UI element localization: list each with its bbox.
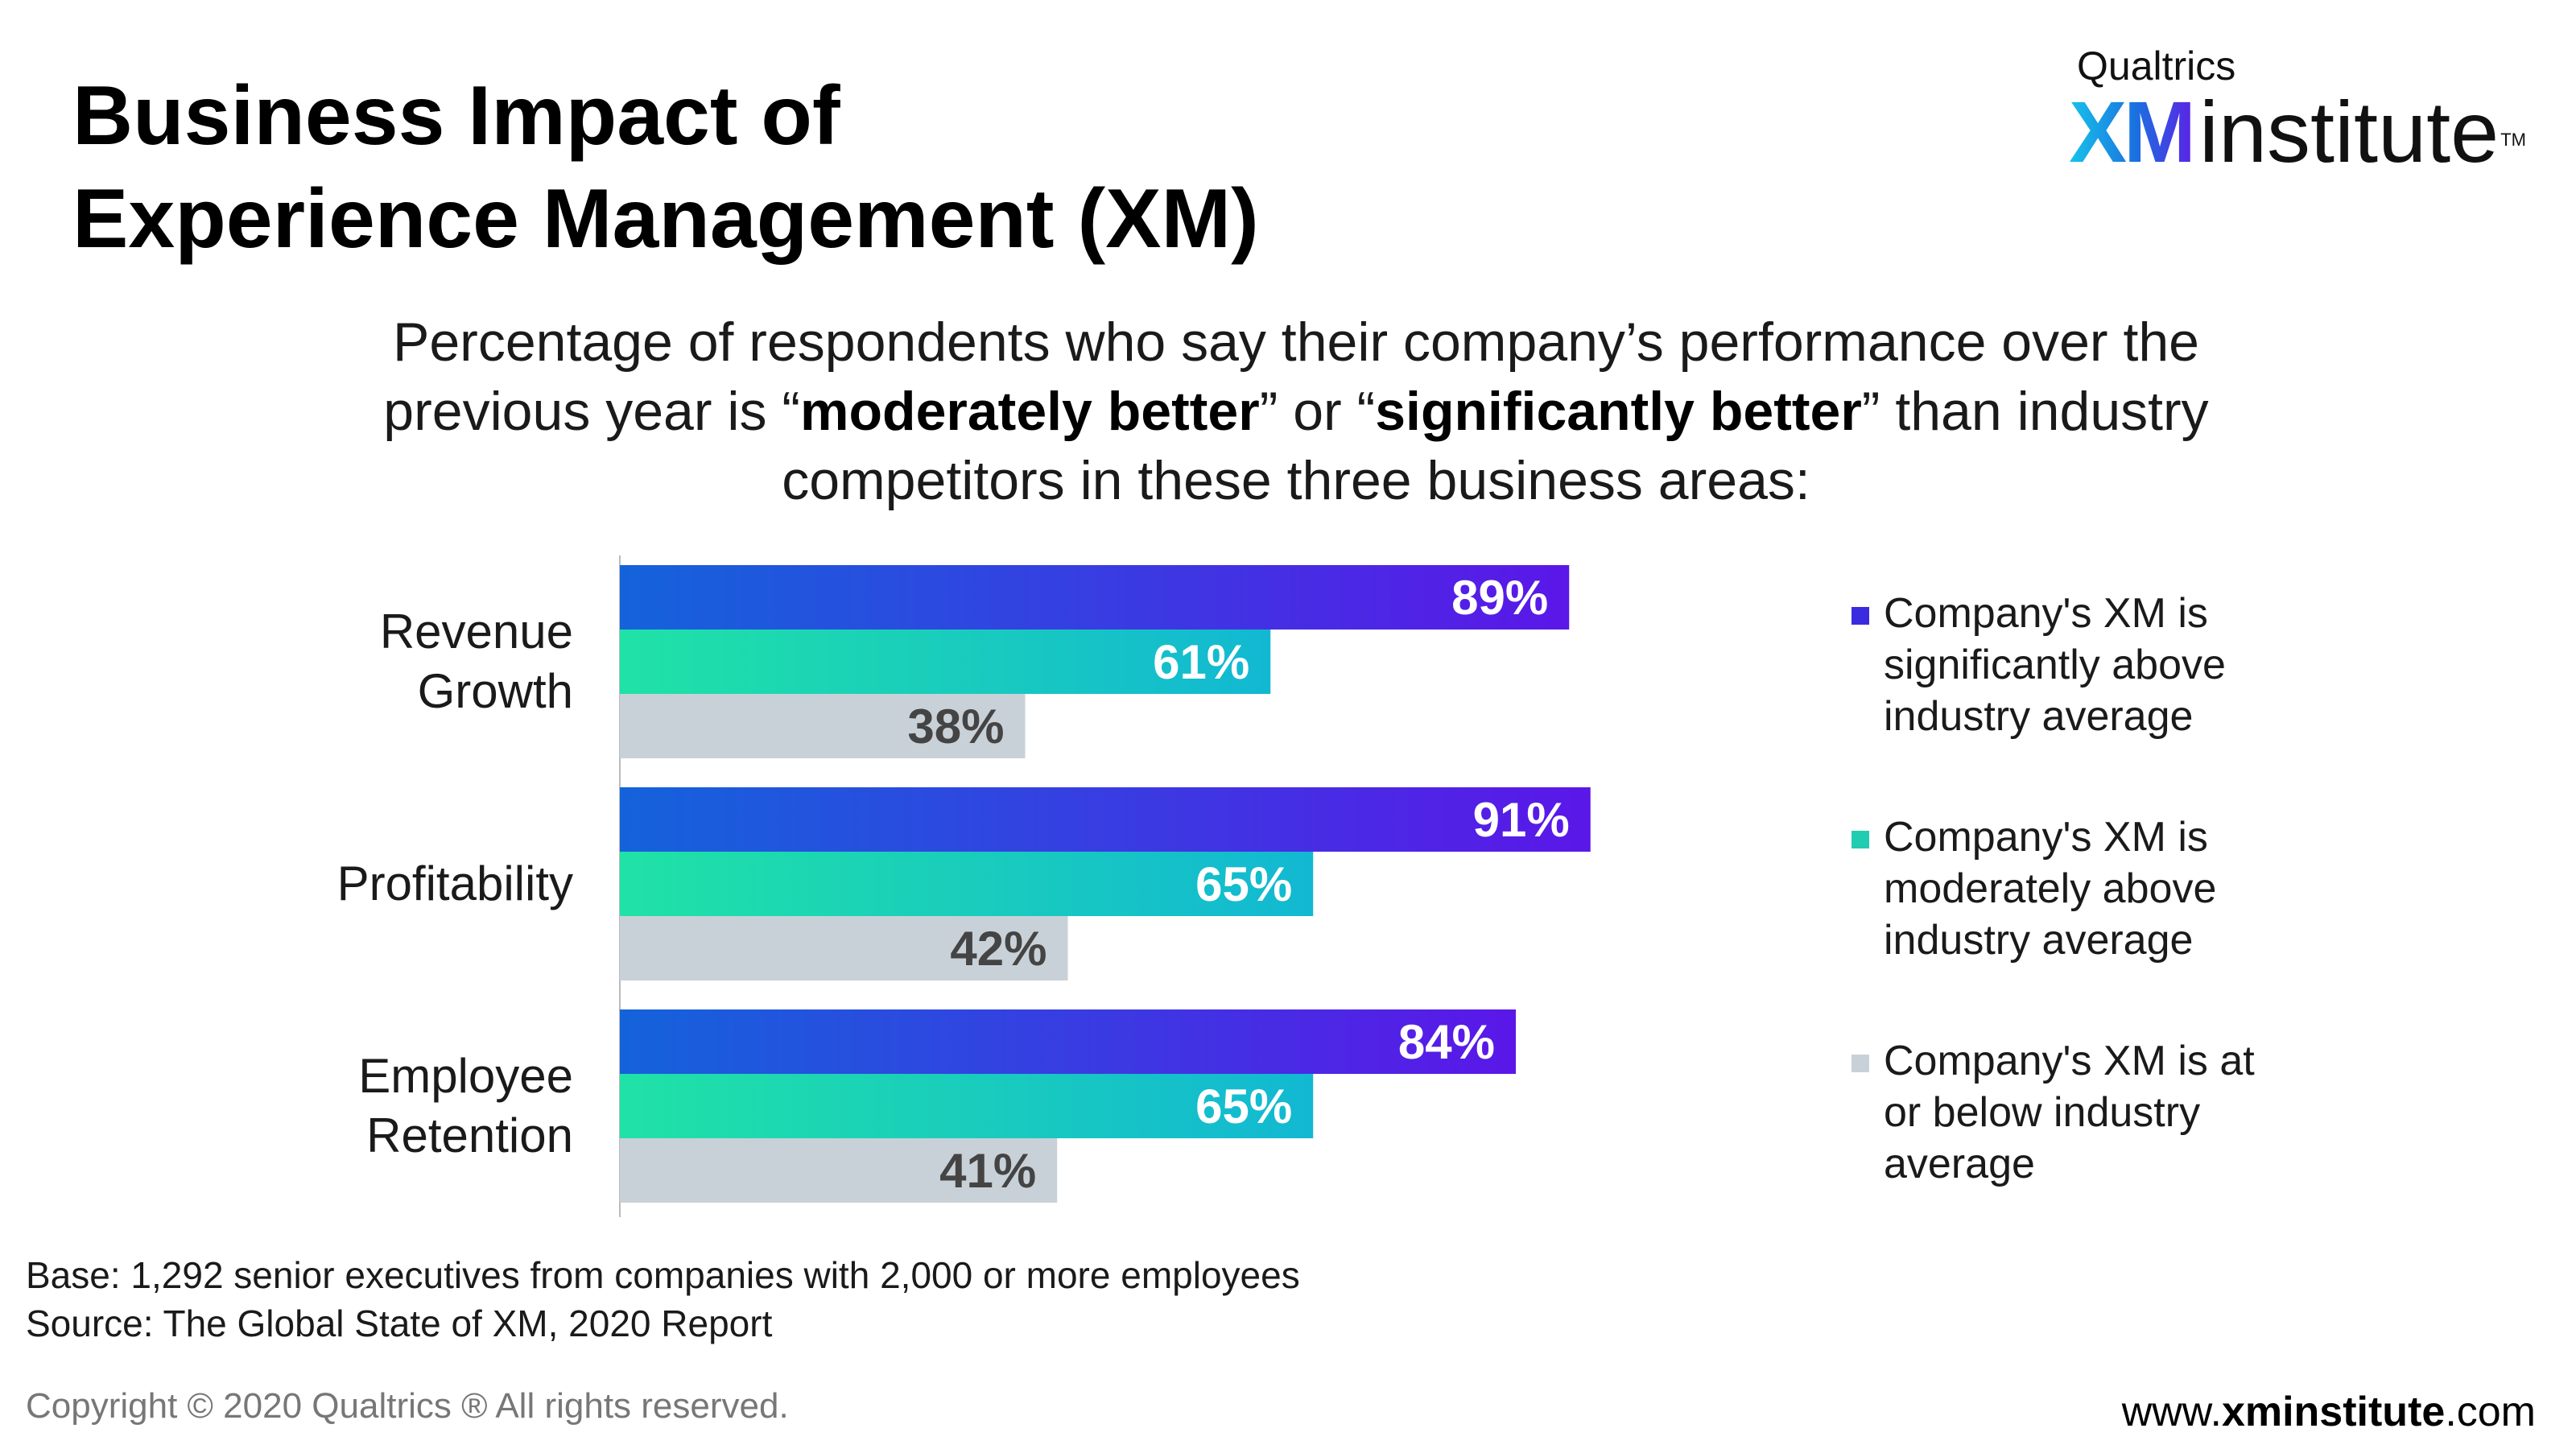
bar-value-label: 91% — [1473, 793, 1570, 847]
category-label: Employee — [358, 1049, 573, 1103]
bar-value-label: 41% — [939, 1144, 1036, 1198]
subtitle-line-2: previous year is “moderately better” or … — [209, 377, 2383, 446]
legend-label-line: Company's XM is — [1884, 814, 2208, 861]
bar-at-or-below — [620, 916, 1068, 980]
bar-value-label: 65% — [1195, 857, 1292, 911]
website-suffix: .com — [2445, 1389, 2536, 1435]
bar-value-label: 38% — [907, 700, 1004, 753]
bar-significantly-above — [620, 787, 1591, 852]
bar-value-label: 42% — [950, 922, 1046, 976]
subtitle-text: previous year is “ — [383, 381, 801, 442]
bar-moderately-above — [620, 1074, 1314, 1138]
bar-chart: 89% 61% 38% Revenue Growth 91% 65% 42% Profitabi… — [337, 555, 1591, 1217]
legend-label-line: moderately above — [1884, 865, 2217, 912]
legend-label-line: industry average — [1884, 917, 2194, 964]
subtitle-emphasis-significantly: significantly better — [1375, 381, 1862, 442]
legend-label-line: Company's XM is — [1884, 590, 2208, 637]
legend-swatch-significantly-above — [1852, 607, 1869, 625]
website-domain: xminstitute — [2221, 1389, 2446, 1435]
subtitle-emphasis-moderately: moderately better — [800, 381, 1260, 442]
copyright-notice: Copyright © 2020 Qualtrics ® All rights … — [26, 1386, 789, 1426]
bar-significantly-above — [620, 565, 1570, 630]
logo-institute-text: institute — [2199, 83, 2500, 180]
legend-label-line: or below industry — [1884, 1089, 2201, 1136]
title-line-1: Business Impact of — [72, 69, 840, 163]
category-label: Revenue — [380, 605, 573, 658]
title-line-2: Experience Management (XM) — [72, 172, 1259, 266]
subtitle-text: ” than industry — [1861, 381, 2209, 442]
chart-footnote: Base: 1,292 senior executives from compa… — [26, 1251, 1300, 1348]
legend-swatch-moderately-above — [1852, 831, 1869, 848]
chart-subtitle: Percentage of respondents who say their … — [209, 308, 2383, 515]
legend-label-line: average — [1884, 1141, 2035, 1187]
subtitle-line-1: Percentage of respondents who say their … — [393, 312, 2199, 373]
website-prefix: www. — [2121, 1389, 2222, 1435]
xm-institute-logo: Qualtrics XMinstituteTM — [2069, 42, 2526, 175]
legend-label-line: industry average — [1884, 693, 2194, 740]
logo-xm-text: XM — [2069, 83, 2196, 180]
footnote-source: Source: The Global State of XM, 2020 Rep… — [26, 1302, 773, 1344]
category-label: Profitability — [337, 857, 573, 910]
bar-value-label: 89% — [1451, 571, 1548, 625]
bar-at-or-below — [620, 694, 1026, 758]
category-label: Retention — [366, 1108, 573, 1162]
bar-significantly-above — [620, 1009, 1516, 1074]
bar-value-label: 65% — [1195, 1080, 1292, 1133]
logo-qualtrics-text: Qualtrics — [2077, 43, 2236, 89]
bar-value-label: 61% — [1153, 635, 1249, 689]
subtitle-text: ” or “ — [1259, 381, 1376, 442]
logo-trademark: TM — [2500, 130, 2526, 150]
bar-moderately-above — [620, 852, 1314, 916]
page-title: Business Impact of Experience Management… — [72, 64, 1259, 270]
bar-value-label: 84% — [1398, 1015, 1495, 1069]
legend-label-line: Company's XM is at — [1884, 1038, 2255, 1084]
footnote-base: Base: 1,292 senior executives from compa… — [26, 1254, 1300, 1296]
bar-moderately-above — [620, 630, 1271, 694]
legend-label-line: significantly above — [1884, 642, 2226, 688]
category-label: Growth — [418, 664, 573, 718]
subtitle-line-3: competitors in these three business area… — [782, 450, 1810, 511]
legend-swatch-at-or-below — [1852, 1055, 1869, 1072]
bar-at-or-below — [620, 1138, 1058, 1203]
website-link[interactable]: www.xminstitute.com — [2122, 1388, 2536, 1436]
